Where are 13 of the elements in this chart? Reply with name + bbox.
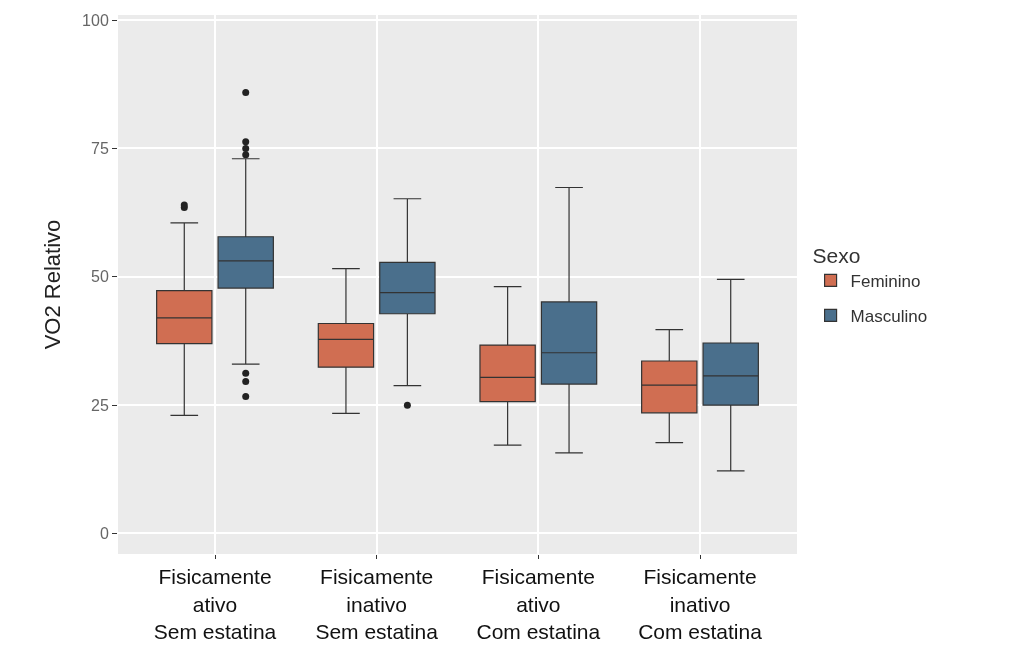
y-tick-label: 75 — [91, 140, 109, 158]
y-tick-label: 25 — [91, 396, 109, 414]
x-tick-label: Fisicamente ativo Com estatina — [476, 565, 601, 643]
legend-label: Masculino — [850, 307, 928, 327]
y-tick-label: 0 — [99, 525, 109, 543]
legend-label: Feminino — [850, 271, 921, 291]
y-axis-title: VO2 Relativo — [39, 219, 65, 350]
legend-title: Sexo — [812, 243, 861, 267]
x-tick-label: Fisicamente ativo Sem estatina — [153, 565, 277, 643]
x-tick-label: Fisicamente inativo Com estatina — [638, 565, 763, 643]
y-tick-label: 50 — [91, 268, 109, 286]
y-tick-label: 100 — [82, 11, 109, 29]
x-tick-label: Fisicamente inativo Sem estatina — [315, 565, 439, 643]
